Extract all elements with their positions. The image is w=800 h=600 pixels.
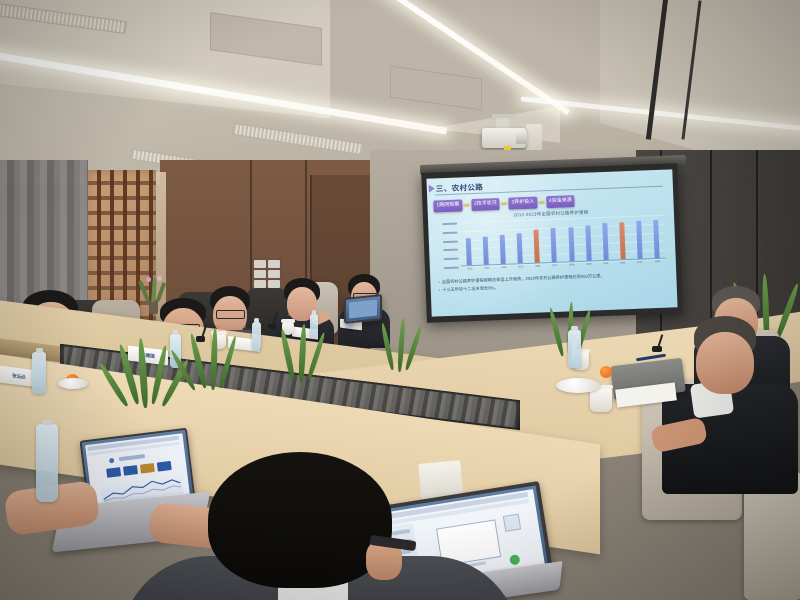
water-bottle[interactable] [36, 420, 58, 502]
chart-bar [533, 229, 541, 263]
projector-lens [516, 132, 527, 144]
chart-bar [584, 225, 592, 261]
plant [169, 327, 246, 400]
chart-bar [601, 223, 609, 261]
water-bottle[interactable] [568, 326, 581, 368]
chart-y-tick [443, 248, 459, 252]
fruit-plate [58, 378, 88, 389]
microphone[interactable] [196, 324, 207, 342]
water-bottle[interactable] [252, 318, 261, 350]
chart-bar [653, 219, 660, 259]
arrow-right-icon: ➡ [500, 198, 508, 208]
chart-x-tick-label: 2012 [466, 267, 473, 271]
water-bottle[interactable] [170, 330, 181, 368]
chart-y-tick [442, 231, 458, 234]
bullet-dot-icon: • [438, 287, 441, 293]
plant [370, 317, 430, 382]
chart-x-tick-label: 2021 [620, 261, 626, 265]
laptop-left-screen[interactable] [79, 427, 197, 521]
chart-y-tick [442, 240, 458, 243]
slide-step-2: 2技术状况 [470, 197, 500, 211]
chart-gridline [459, 232, 665, 242]
light-switch-panel[interactable] [252, 258, 282, 288]
slide-bullet-marker-icon [428, 184, 435, 193]
chart-x-tick-label: 2013 [483, 266, 490, 270]
projection-screen: 三、农村公路 1路网规模 ➡ 2技术状况 ➡ 3养护投入 ➡ 4资金来源 [421, 163, 683, 323]
attendee-8 [120, 452, 520, 600]
slide-step-1: 1路网规模 [433, 198, 463, 213]
projector [482, 114, 542, 155]
slide-title-text: 农村公路 [451, 182, 484, 193]
fruit-plate [556, 378, 600, 393]
plant [268, 323, 332, 392]
chart-y-axis [442, 222, 460, 274]
arrow-right-icon: ➡ [463, 199, 471, 209]
slide-content: 三、农村公路 1路网规模 ➡ 2技术状况 ➡ 3养护投入 ➡ 4资金来源 [426, 169, 678, 317]
attendee-3-glasses [216, 310, 245, 319]
chart-x-tick-label: 2014 [500, 266, 507, 269]
microphone[interactable] [268, 311, 279, 329]
chart-gridline [460, 241, 666, 250]
bar-chart: 2012 2013 2014 2015 2016 2017 2018 2019 2020 2021… [442, 214, 666, 274]
tea-mug[interactable] [281, 319, 295, 335]
chart-bar [465, 237, 472, 266]
chart-x-tick-label: 2018 [569, 263, 575, 267]
water-bottle[interactable] [310, 310, 318, 338]
tea-mug[interactable] [589, 385, 613, 412]
attendee-7 [649, 316, 798, 494]
chart-y-tick [443, 266, 459, 270]
attendee-7-head [696, 332, 754, 394]
chart-x-tick-label: 2020 [603, 262, 609, 266]
chart-x-tick-label: 2015 [518, 265, 524, 269]
chart-x-tick-label: 2023 [654, 260, 660, 264]
bullet-dot-icon: • [438, 279, 440, 285]
chart-x-tick-label: 2016 [535, 264, 541, 268]
slide-step-3: 3养护投入 [508, 196, 538, 210]
water-bottle[interactable] [32, 348, 46, 394]
chart-x-tick-label: 2022 [637, 260, 643, 264]
name-placard-text: 张云必 [12, 372, 26, 380]
arrow-right-icon: ➡ [538, 196, 546, 206]
slide-step-4: 4资金来源 [545, 194, 575, 208]
slide-section-marker: 三、 [435, 183, 452, 194]
orange-fruit [600, 366, 612, 378]
chart-bar [482, 236, 489, 265]
chart-bar [567, 227, 575, 262]
laptop-left-ui [85, 433, 191, 515]
chart-y-tick [443, 257, 459, 261]
attendee-3-head [213, 296, 247, 334]
chart-x-tick-label: 2017 [552, 264, 558, 268]
chart-y-tick [442, 222, 458, 226]
flower-arrangement [138, 276, 167, 314]
laptop-left-line-chart [103, 479, 181, 502]
chart-bar [618, 221, 626, 260]
chart-plot-area [459, 214, 666, 268]
chart-gridline [460, 249, 666, 259]
attendee-8-hair [208, 452, 392, 588]
chart-x-tick-label: 2019 [586, 262, 592, 266]
chart-bar [636, 220, 643, 259]
chart-gridline [459, 223, 665, 233]
microphone[interactable] [652, 334, 664, 352]
